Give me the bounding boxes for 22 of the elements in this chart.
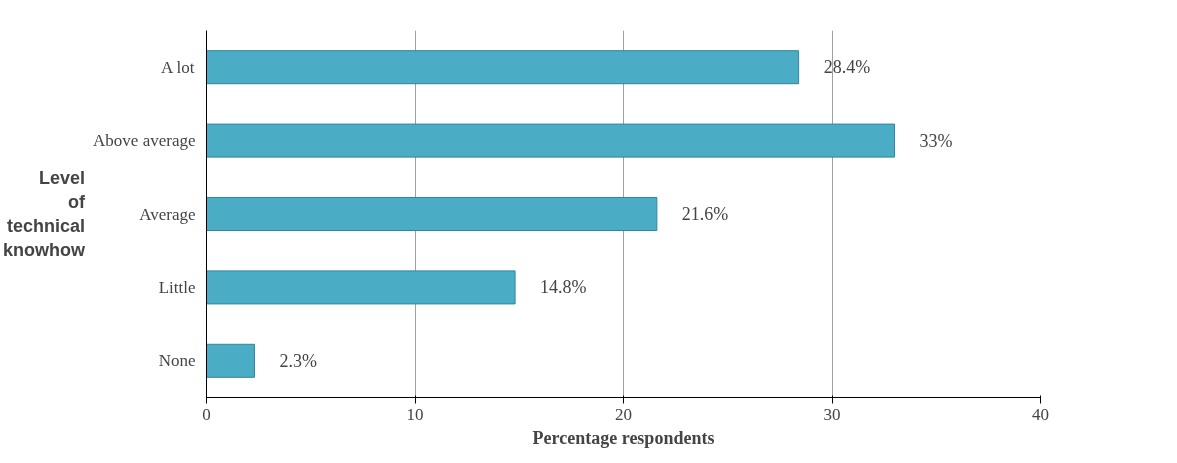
x-tick-label: 40 (1032, 404, 1049, 424)
x-tick-label: 30 (823, 404, 841, 424)
x-tick-label: 10 (406, 404, 424, 424)
y-axis-title: Level of technical knowhow (3, 168, 87, 260)
bar (206, 50, 800, 85)
data-label: 21.6% (681, 204, 729, 224)
x-axis-title: Percentage respondents (532, 427, 715, 448)
y-tick-label: Little (158, 277, 196, 297)
y-tick-label: A lot (161, 57, 195, 77)
y-tick-label: None (158, 351, 196, 371)
y-tick-label: Above average (93, 131, 196, 151)
bar (206, 270, 516, 305)
x-tick-label: 0 (202, 404, 211, 424)
bar (206, 196, 658, 232)
data-label: 33% (919, 130, 953, 151)
data-label: 14.8% (540, 277, 587, 298)
bar (206, 123, 896, 158)
x-tick-label: 20 (615, 404, 632, 424)
data-label: 2.3% (279, 350, 317, 371)
data-label: 28.4% (823, 57, 871, 78)
bar (206, 343, 255, 378)
y-tick-label: Average (139, 204, 196, 224)
